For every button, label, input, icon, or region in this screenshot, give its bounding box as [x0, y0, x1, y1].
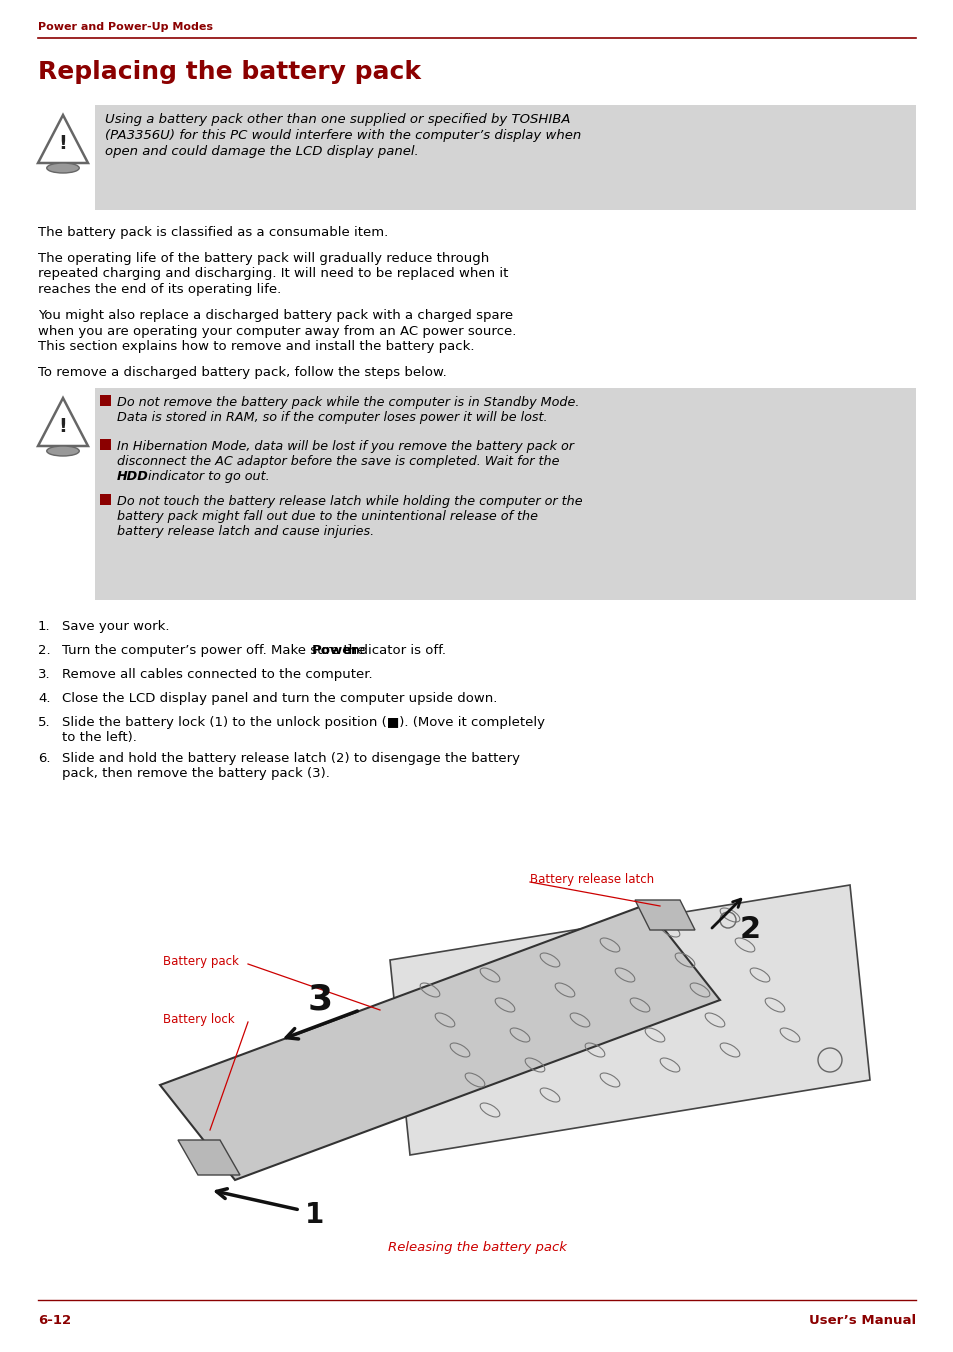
Text: 3: 3	[307, 983, 333, 1017]
Text: battery pack might fall out due to the unintentional release of the: battery pack might fall out due to the u…	[117, 510, 537, 523]
Polygon shape	[160, 904, 720, 1180]
Text: 1.: 1.	[38, 621, 51, 633]
Text: Do not touch the battery release latch while holding the computer or the: Do not touch the battery release latch w…	[117, 495, 582, 508]
Text: Close the LCD display panel and turn the computer upside down.: Close the LCD display panel and turn the…	[62, 692, 497, 704]
Text: (PA3356U) for this PC would interfere with the computer’s display when: (PA3356U) for this PC would interfere wi…	[105, 128, 580, 142]
Text: 6-12: 6-12	[38, 1314, 71, 1328]
Text: Replacing the battery pack: Replacing the battery pack	[38, 59, 420, 84]
Text: battery release latch and cause injuries.: battery release latch and cause injuries…	[117, 525, 374, 538]
Text: To remove a discharged battery pack, follow the steps below.: To remove a discharged battery pack, fol…	[38, 366, 446, 379]
Text: HDD: HDD	[117, 470, 149, 483]
Ellipse shape	[47, 164, 79, 173]
Text: indicator to go out.: indicator to go out.	[144, 470, 270, 483]
Text: open and could damage the LCD display panel.: open and could damage the LCD display pa…	[105, 145, 418, 158]
Text: Releasing the battery pack: Releasing the battery pack	[387, 1241, 566, 1255]
Text: when you are operating your computer away from an AC power source.: when you are operating your computer awa…	[38, 324, 516, 338]
Ellipse shape	[47, 446, 79, 456]
Text: 2.: 2.	[38, 644, 51, 657]
Text: Remove all cables connected to the computer.: Remove all cables connected to the compu…	[62, 668, 373, 681]
Text: Power: Power	[312, 644, 358, 657]
Text: Slide and hold the battery release latch (2) to disengage the battery: Slide and hold the battery release latch…	[62, 752, 519, 765]
Text: Power and Power-Up Modes: Power and Power-Up Modes	[38, 22, 213, 32]
Text: Battery release latch: Battery release latch	[530, 873, 654, 887]
Text: !: !	[58, 418, 68, 437]
Text: !: !	[58, 134, 68, 153]
Polygon shape	[178, 1140, 240, 1175]
Text: pack, then remove the battery pack (3).: pack, then remove the battery pack (3).	[62, 768, 330, 780]
Text: reaches the end of its operating life.: reaches the end of its operating life.	[38, 283, 281, 296]
Polygon shape	[38, 397, 88, 446]
Text: Save your work.: Save your work.	[62, 621, 170, 633]
Text: In Hibernation Mode, data will be lost if you remove the battery pack or: In Hibernation Mode, data will be lost i…	[117, 439, 574, 453]
Text: This section explains how to remove and install the battery pack.: This section explains how to remove and …	[38, 339, 474, 353]
Text: 4.: 4.	[38, 692, 51, 704]
Bar	[95, 388, 915, 600]
Bar	[100, 493, 111, 506]
Text: Turn the computer’s power off. Make sure the: Turn the computer’s power off. Make sure…	[62, 644, 369, 657]
Text: The battery pack is classified as a consumable item.: The battery pack is classified as a cons…	[38, 226, 388, 239]
Text: User’s Manual: User’s Manual	[808, 1314, 915, 1328]
Text: indicator is off.: indicator is off.	[342, 644, 445, 657]
Text: Do not remove the battery pack while the computer is in Standby Mode.: Do not remove the battery pack while the…	[117, 396, 578, 410]
Text: Using a battery pack other than one supplied or specified by TOSHIBA: Using a battery pack other than one supp…	[105, 114, 570, 126]
Text: 5.: 5.	[38, 717, 51, 729]
Text: to the left).: to the left).	[62, 731, 136, 745]
Text: Data is stored in RAM, so if the computer loses power it will be lost.: Data is stored in RAM, so if the compute…	[117, 411, 547, 425]
Text: 1: 1	[305, 1201, 324, 1229]
Polygon shape	[390, 886, 869, 1155]
Bar	[95, 105, 915, 210]
Text: Battery pack: Battery pack	[163, 956, 238, 968]
Text: 6.: 6.	[38, 752, 51, 765]
Polygon shape	[38, 115, 88, 164]
Bar	[100, 439, 111, 450]
Text: 2: 2	[739, 915, 760, 945]
Text: 3.: 3.	[38, 668, 51, 681]
Bar	[100, 395, 111, 406]
Text: Battery lock: Battery lock	[163, 1014, 234, 1026]
Text: repeated charging and discharging. It will need to be replaced when it: repeated charging and discharging. It wi…	[38, 268, 508, 280]
Text: The operating life of the battery pack will gradually reduce through: The operating life of the battery pack w…	[38, 251, 489, 265]
Text: Slide the battery lock (1) to the unlock position (■). (Move it completely: Slide the battery lock (1) to the unlock…	[62, 717, 544, 729]
Text: You might also replace a discharged battery pack with a charged spare: You might also replace a discharged batt…	[38, 310, 513, 322]
Polygon shape	[635, 900, 695, 930]
Text: disconnect the AC adaptor before the save is completed. Wait for the: disconnect the AC adaptor before the sav…	[117, 456, 558, 468]
